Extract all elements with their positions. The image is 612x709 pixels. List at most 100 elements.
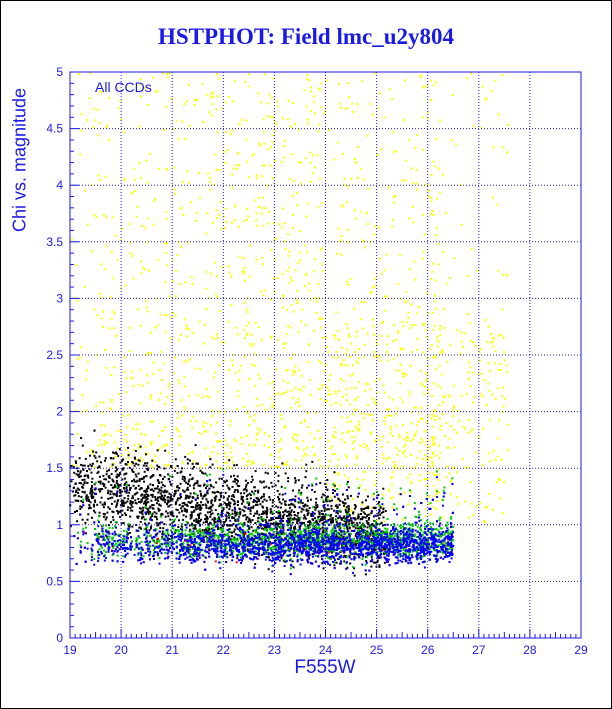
data-point bbox=[298, 518, 301, 521]
data-point bbox=[360, 509, 363, 512]
data-point bbox=[359, 526, 362, 529]
data-point bbox=[122, 458, 125, 461]
data-point bbox=[163, 523, 166, 526]
data-point bbox=[266, 184, 269, 187]
data-point bbox=[215, 481, 218, 484]
data-point bbox=[357, 429, 360, 432]
data-point bbox=[345, 510, 348, 513]
data-point bbox=[206, 526, 209, 529]
chart-title: HSTPHOT: Field lmc_u2y804 bbox=[157, 24, 455, 49]
data-point bbox=[370, 529, 373, 532]
data-point bbox=[390, 483, 393, 486]
data-point bbox=[104, 459, 106, 462]
data-point bbox=[412, 438, 415, 441]
data-point bbox=[354, 425, 357, 428]
data-point bbox=[110, 502, 113, 505]
data-point bbox=[378, 508, 381, 511]
data-point bbox=[320, 326, 323, 329]
data-point bbox=[243, 328, 246, 331]
data-point bbox=[241, 457, 244, 460]
data-point bbox=[476, 504, 478, 507]
data-point bbox=[302, 385, 305, 388]
data-point bbox=[370, 512, 373, 515]
data-point bbox=[216, 518, 219, 520]
data-point bbox=[168, 72, 171, 75]
data-point bbox=[368, 414, 371, 417]
data-point bbox=[388, 88, 391, 91]
data-point bbox=[145, 493, 148, 496]
data-point bbox=[110, 374, 113, 376]
data-point bbox=[351, 102, 354, 105]
data-point bbox=[435, 234, 438, 237]
data-point bbox=[366, 530, 369, 533]
data-point bbox=[98, 475, 101, 478]
data-point bbox=[315, 519, 318, 522]
data-point bbox=[273, 258, 276, 261]
data-point bbox=[384, 309, 387, 312]
data-point bbox=[216, 296, 219, 299]
data-point bbox=[288, 513, 291, 516]
data-point bbox=[146, 497, 149, 500]
data-point bbox=[256, 497, 259, 500]
data-point bbox=[108, 327, 111, 330]
data-point bbox=[179, 493, 182, 495]
data-point bbox=[326, 479, 329, 481]
data-point bbox=[250, 345, 253, 348]
data-point bbox=[435, 81, 438, 84]
data-point bbox=[232, 499, 235, 502]
data-point bbox=[209, 96, 212, 99]
data-point bbox=[438, 457, 441, 460]
data-point bbox=[355, 505, 357, 508]
data-point bbox=[102, 512, 105, 515]
data-point bbox=[212, 95, 215, 98]
data-point bbox=[175, 501, 178, 504]
data-point bbox=[128, 452, 131, 455]
data-point bbox=[180, 399, 183, 402]
data-point bbox=[112, 216, 115, 219]
data-point bbox=[96, 460, 99, 463]
data-point bbox=[138, 488, 141, 491]
data-point bbox=[407, 311, 410, 314]
data-point bbox=[119, 461, 122, 464]
data-point bbox=[270, 481, 273, 484]
data-point bbox=[340, 531, 343, 534]
data-point bbox=[413, 324, 416, 327]
data-point bbox=[184, 281, 187, 284]
data-point bbox=[356, 362, 359, 364]
data-point bbox=[139, 368, 142, 371]
data-point bbox=[467, 313, 470, 315]
data-point bbox=[283, 425, 286, 428]
data-point bbox=[484, 506, 487, 508]
data-point bbox=[202, 425, 205, 428]
data-point bbox=[349, 494, 352, 497]
data-point bbox=[78, 476, 81, 478]
data-point bbox=[322, 513, 324, 516]
data-point bbox=[287, 503, 290, 506]
data-point bbox=[134, 492, 137, 495]
data-point bbox=[103, 483, 106, 486]
data-point bbox=[306, 536, 309, 539]
data-point bbox=[244, 279, 246, 282]
data-point bbox=[432, 160, 435, 163]
data-point bbox=[306, 524, 309, 527]
data-point bbox=[84, 457, 87, 460]
data-point bbox=[387, 186, 390, 189]
data-point bbox=[380, 521, 383, 524]
data-point bbox=[377, 356, 380, 359]
data-point bbox=[478, 436, 481, 439]
data-point bbox=[302, 448, 305, 451]
data-point bbox=[348, 519, 351, 522]
data-point bbox=[340, 253, 343, 256]
data-point bbox=[190, 276, 193, 279]
data-point bbox=[113, 500, 116, 503]
data-point bbox=[286, 309, 289, 312]
data-point bbox=[173, 495, 176, 498]
data-points bbox=[69, 72, 510, 577]
data-point bbox=[155, 521, 158, 524]
data-point bbox=[434, 495, 437, 498]
data-point bbox=[213, 337, 216, 340]
data-point bbox=[305, 463, 308, 466]
data-point bbox=[147, 381, 150, 384]
data-point bbox=[118, 448, 121, 451]
data-point bbox=[248, 492, 251, 495]
